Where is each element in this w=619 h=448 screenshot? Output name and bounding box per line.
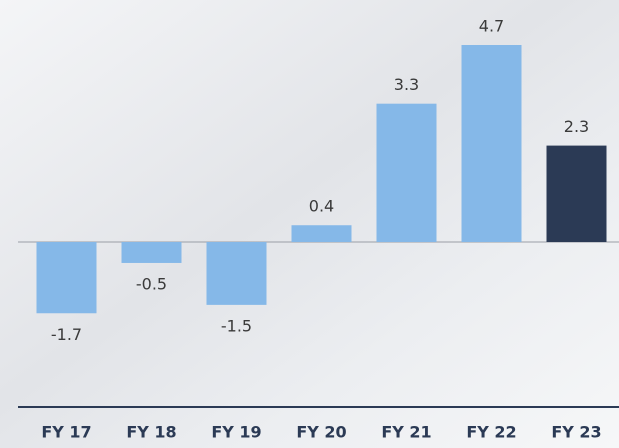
bar: [546, 145, 607, 242]
value-label: 4.7: [479, 17, 504, 36]
x-tick-label: FY 20: [296, 423, 346, 442]
bar: [376, 103, 437, 243]
x-tick-label: FY 19: [211, 423, 261, 442]
value-label: -1.7: [51, 325, 82, 344]
x-tick-label: FY 18: [126, 423, 176, 442]
value-label: 2.3: [564, 117, 589, 136]
bar: [36, 242, 97, 314]
value-label: -1.5: [221, 316, 252, 335]
x-tick-label: FY 17: [41, 423, 91, 442]
bar: [121, 242, 182, 263]
bar: [206, 242, 267, 305]
bar: [461, 45, 522, 242]
value-label: 3.3: [394, 75, 419, 94]
x-tick-label: FY 23: [551, 423, 601, 442]
x-tick-label: FY 22: [466, 423, 516, 442]
value-label: 0.4: [309, 197, 334, 216]
x-tick-label: FY 21: [381, 423, 431, 442]
bar: [291, 225, 352, 242]
value-label: -0.5: [136, 274, 167, 293]
